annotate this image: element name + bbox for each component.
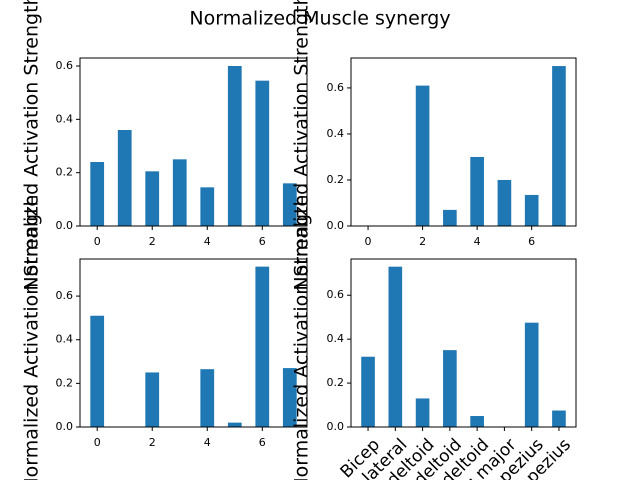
bar [552,66,566,226]
y-tick-label: 0.0 [327,420,345,433]
x-tick-label: 0 [94,436,101,449]
bar [361,356,375,427]
bar [443,350,457,427]
x-tick-label: 4 [204,436,211,449]
bar [90,162,105,226]
bar [172,159,187,226]
bar [200,369,215,427]
bar [552,410,566,427]
axes-frame [79,57,308,227]
y-tick-label: 0.6 [327,81,345,94]
axes-frame [79,258,308,428]
y-axis-label: Normalized Activation Strength [291,194,313,480]
y-tick-label: 0.6 [56,59,74,72]
y-tick-label: 0.4 [327,332,345,345]
bar [117,130,132,226]
bar [415,85,430,226]
x-tick-label: 2 [149,235,156,248]
figure-title: Normalized Muscle synergy [189,8,450,30]
y-tick-label: 0.0 [327,219,345,232]
y-tick-label: 0.0 [56,420,74,433]
x-tick-label: 6 [259,235,266,248]
y-tick-label: 0.4 [56,112,74,125]
bar [145,171,160,226]
y-axis-label: Normalized Activation Strength [21,0,43,291]
x-tick-label: 4 [474,235,481,248]
y-tick-label: 0.4 [327,127,345,140]
subplot: 0.0 0.2 0.4 0.6 0 2 4 6 Normalized Activation St… [21,0,308,291]
x-tick-label: 4 [204,235,211,248]
bar [524,194,539,226]
bar [470,156,484,226]
bar [227,66,242,226]
bar [255,80,270,227]
bar [524,322,539,427]
x-tick-label: 6 [259,436,266,449]
y-axis-label: Normalized Activation Strength [291,0,313,291]
y-tick-label: 0.6 [327,288,345,301]
y-tick-label: 0.2 [327,376,345,389]
axes-frame [350,258,577,428]
x-tick-label: 2 [149,436,156,449]
bar [145,372,160,427]
bar [443,209,457,226]
y-axis-label: Normalized Activation Strength [21,194,43,480]
bar [90,315,105,427]
bar [282,368,297,427]
subplot: 0.0 0.2 0.4 0.6 0 2 4 6 Normalized Activation St… [21,194,308,480]
subplot: 0.0 0.2 0.4 0.6 0 2 4 6 Normalized Activation St… [291,0,577,291]
bar [255,266,270,427]
bar [497,179,512,226]
x-tick-label: 6 [528,235,535,248]
x-tick-label: 2 [419,235,426,248]
bar [470,416,484,427]
bar [388,266,403,427]
bar [227,422,242,427]
y-tick-label: 0.2 [56,376,74,389]
y-tick-label: 0.2 [56,166,74,179]
y-tick-label: 0.4 [56,333,74,346]
x-tick-label: 0 [365,235,372,248]
y-tick-label: 0.0 [56,219,74,232]
y-tick-label: 0.6 [56,289,74,302]
y-tick-label: 0.2 [327,173,345,186]
bar [415,398,430,427]
axes-frame [350,57,577,227]
bar [200,187,215,226]
x-tick-label: 0 [94,235,101,248]
bar [282,183,297,226]
